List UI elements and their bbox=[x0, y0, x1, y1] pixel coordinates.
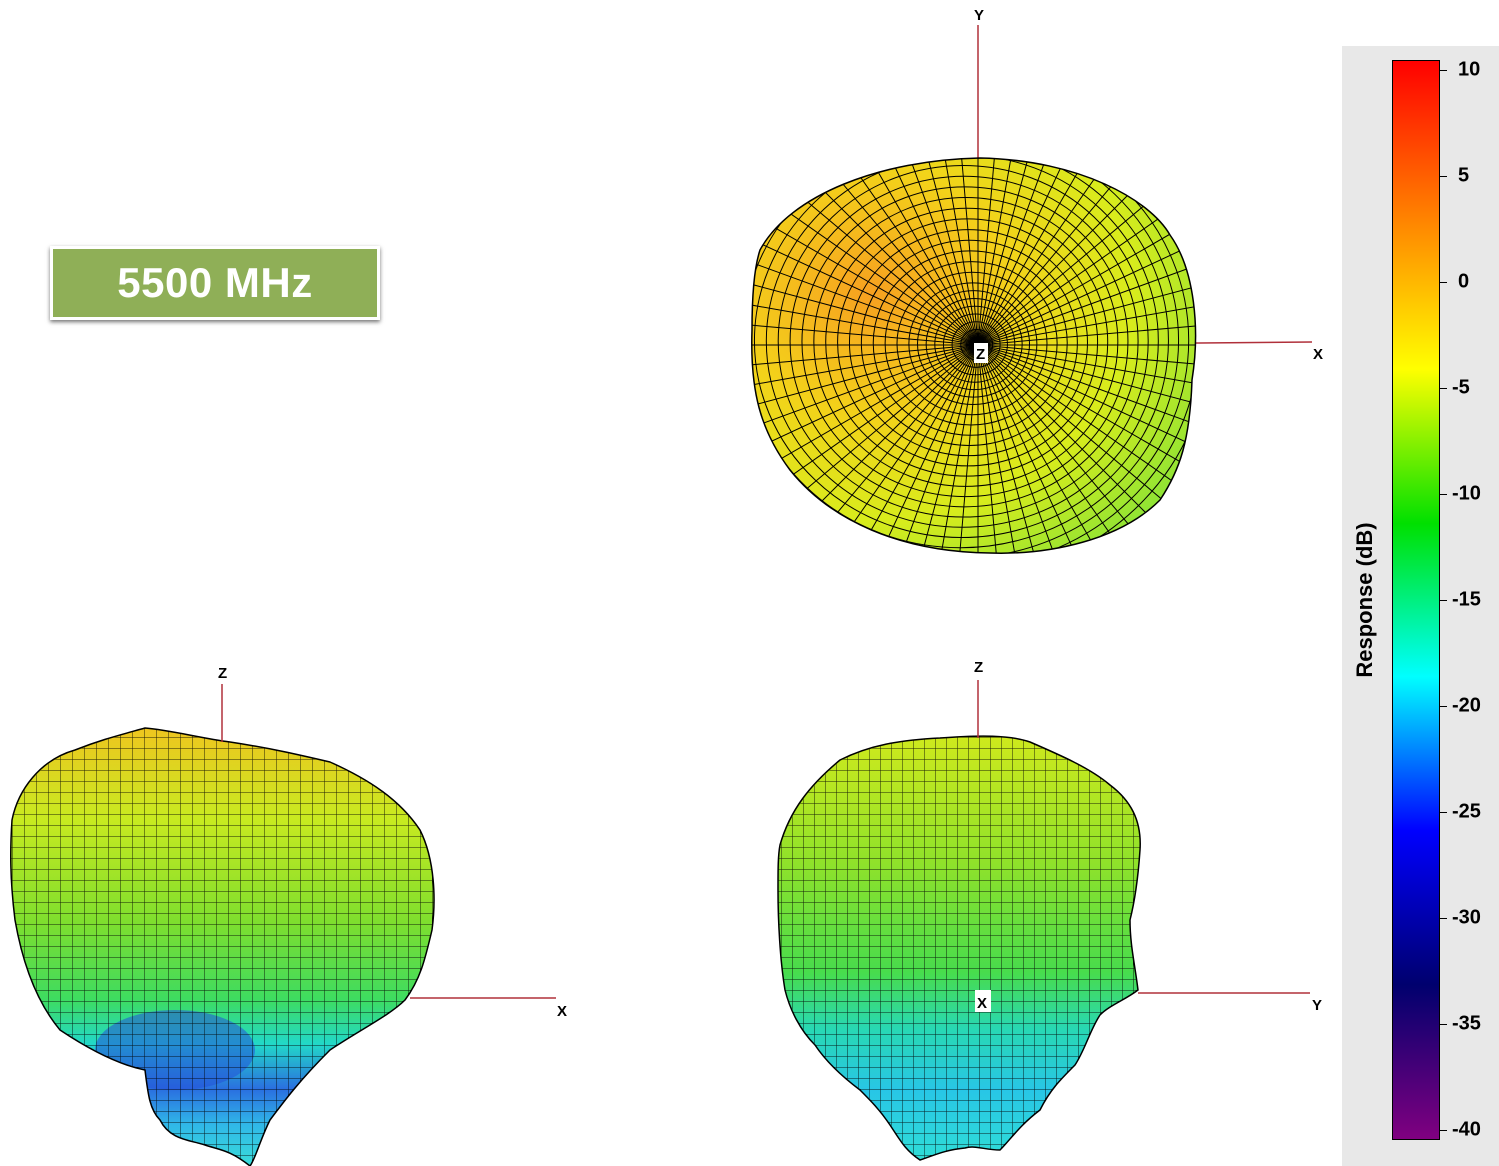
front-view-x-label: X bbox=[557, 1003, 567, 1020]
top-view-mesh-spoke bbox=[977, 344, 1196, 398]
top-view-mesh-spoke bbox=[977, 217, 1196, 346]
top-view-mesh-spoke bbox=[751, 344, 979, 398]
colorbar-tick-mark bbox=[1440, 70, 1447, 71]
radiation-pattern-views: Z Y X Z X X Z Y bbox=[10, 7, 1323, 1166]
colorbar-tick-label: -35 bbox=[1452, 1012, 1481, 1035]
top-view-mesh-spoke bbox=[977, 292, 1196, 346]
top-view-mesh-spoke bbox=[977, 318, 1196, 346]
top-view-mesh-spoke bbox=[850, 344, 979, 554]
colorbar-tick-mark bbox=[1440, 282, 1447, 283]
side-view-y-label: Y bbox=[1312, 997, 1322, 1014]
top-view-mesh-spoke bbox=[977, 344, 1005, 554]
side-view-lobe bbox=[778, 736, 1141, 1160]
top-view-mesh-spoke bbox=[977, 344, 1057, 554]
top-view-mesh-spoke bbox=[977, 158, 1005, 346]
top-view-mesh-spoke bbox=[805, 158, 979, 346]
top-view-mesh-spoke bbox=[977, 344, 1196, 424]
colorbar-tick-mark bbox=[1440, 388, 1447, 389]
top-view-mesh-spoke bbox=[850, 158, 979, 346]
front-view-z-label: Z bbox=[218, 665, 227, 682]
top-view-outline bbox=[751, 157, 1197, 554]
colorbar-tick-mark bbox=[1440, 494, 1447, 495]
colorbar-title: Response (dB) bbox=[1352, 522, 1377, 678]
top-view-mesh-spoke bbox=[977, 158, 1106, 346]
top-view-mesh-spoke bbox=[925, 344, 979, 554]
colorbar bbox=[1392, 60, 1440, 1140]
top-view-mesh-spoke bbox=[925, 158, 979, 346]
colorbar-tick-label: -15 bbox=[1452, 588, 1481, 611]
top-view-mesh-spoke bbox=[751, 241, 979, 346]
top-view-mesh-spoke bbox=[977, 266, 1196, 346]
top-view-y-label: Y bbox=[974, 7, 984, 24]
top-view-mesh-spoke bbox=[977, 158, 1057, 346]
colorbar-tick-mark bbox=[1440, 918, 1447, 919]
colorbar-tick-label: -20 bbox=[1452, 694, 1481, 717]
colorbar-tick-label: -10 bbox=[1452, 482, 1481, 505]
top-view-mesh-spoke bbox=[751, 266, 979, 346]
top-view-mesh-spoke bbox=[951, 344, 979, 554]
side-view-z-label: Z bbox=[974, 659, 983, 676]
top-view-mesh-spoke bbox=[751, 344, 979, 473]
top-view-mesh-spoke bbox=[977, 344, 1129, 554]
side-view-x-marker bbox=[975, 990, 991, 1012]
top-view-mesh-spoke bbox=[784, 158, 979, 346]
side-view-x-label: X bbox=[977, 995, 987, 1012]
colorbar-tick-mark bbox=[1440, 1024, 1447, 1025]
top-view-mesh-spoke bbox=[827, 344, 979, 554]
top-view-mesh-spoke bbox=[751, 318, 979, 346]
top-view-mesh-spoke bbox=[874, 344, 979, 554]
top-view-mesh-spoke bbox=[977, 344, 1082, 554]
colorbar-tick-mark bbox=[1440, 176, 1447, 177]
top-view-mesh-spoke bbox=[977, 344, 1106, 554]
colorbar-tick-label: -30 bbox=[1452, 906, 1481, 929]
top-view-mesh-spoke bbox=[977, 158, 1031, 346]
top-view-mesh-spoke bbox=[977, 344, 1196, 473]
colorbar-tick-label: -40 bbox=[1452, 1118, 1481, 1141]
front-view-lobe bbox=[10, 728, 435, 1166]
top-view-mesh-spoke bbox=[751, 217, 979, 346]
top-view-mesh-spoke bbox=[874, 158, 979, 346]
top-view-z-label: Z bbox=[976, 346, 985, 363]
front-view: Z X bbox=[10, 665, 567, 1166]
top-view-x-label: X bbox=[1313, 346, 1323, 363]
front-view-outline bbox=[10, 727, 435, 1166]
top-view-mesh-spoke bbox=[977, 158, 1082, 346]
top-view-mesh-spoke bbox=[977, 344, 1196, 372]
top-view-mesh-spoke bbox=[977, 158, 1172, 346]
top-view-mesh-spoke bbox=[751, 292, 979, 346]
colorbar-tick-label: 5 bbox=[1458, 164, 1470, 187]
top-view: Z Y X bbox=[751, 7, 1323, 554]
colorbar-tick-mark bbox=[1440, 812, 1447, 813]
side-view: X Z Y bbox=[777, 659, 1322, 1161]
top-view-mesh-spoke bbox=[827, 158, 979, 346]
top-view-z-marker bbox=[974, 343, 988, 363]
colorbar-tick-label: 0 bbox=[1458, 270, 1470, 293]
top-view-mesh-spoke bbox=[977, 158, 1151, 346]
top-view-mesh-spoke bbox=[899, 158, 979, 346]
top-view-mesh-spoke bbox=[977, 241, 1196, 346]
top-view-mesh-spoke bbox=[751, 344, 979, 424]
side-view-outline bbox=[777, 735, 1141, 1161]
frequency-badge: 5500 MHz bbox=[50, 246, 380, 320]
frequency-label: 5500 MHz bbox=[117, 259, 313, 306]
top-view-mesh-spoke bbox=[977, 344, 1031, 554]
colorbar-tick-mark bbox=[1440, 706, 1447, 707]
top-view-mesh-spoke bbox=[951, 158, 979, 346]
colorbar-tick-label: 10 bbox=[1458, 58, 1481, 81]
top-view-mesh-spoke bbox=[977, 158, 1129, 346]
colorbar-tick-label: -25 bbox=[1452, 800, 1481, 823]
colorbar-tick-mark bbox=[1440, 1130, 1447, 1131]
top-view-mesh-spoke bbox=[899, 344, 979, 554]
colorbar-tick-label: -5 bbox=[1452, 376, 1470, 399]
top-view-mesh-spoke bbox=[751, 344, 979, 372]
top-view-mesh-spoke bbox=[977, 344, 1196, 449]
top-view-mesh-spoke bbox=[751, 344, 979, 449]
top-view-mesh-ring bbox=[751, 158, 1190, 554]
colorbar-tick-mark bbox=[1440, 600, 1447, 601]
